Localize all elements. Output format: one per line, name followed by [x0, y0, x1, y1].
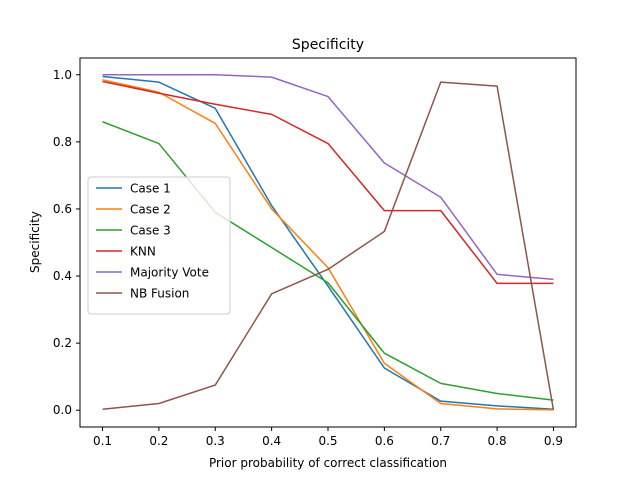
x-tick-label: 0.6	[375, 434, 394, 448]
legend-label-3: KNN	[130, 245, 156, 259]
y-tick-label: 0.6	[53, 202, 72, 216]
y-tick-label: 0.2	[53, 336, 72, 350]
series-line-5	[102, 81, 555, 411]
y-tick-label: 0.8	[53, 135, 72, 149]
y-axis-label: Specificity	[28, 211, 42, 273]
x-tick-label: 0.4	[262, 434, 281, 448]
y-tick-label: 0.0	[53, 403, 72, 417]
legend-box	[87, 176, 231, 315]
x-axis: 0.1 0.2 0.3 0.4 0.5 0.6 0.7 0.8 0.9	[93, 427, 563, 448]
y-tick-label: 1.0	[53, 68, 72, 82]
series-line-0	[102, 75, 554, 410]
chart-title: Specificity	[292, 37, 364, 53]
series-line-1	[102, 79, 554, 411]
x-tick-label: 0.3	[206, 434, 225, 448]
legend-label-1: Case 2	[130, 203, 171, 217]
x-tick-label: 0.5	[318, 434, 337, 448]
legend: Case 1 Case 2 Case 3 KNN Majority Vote NB Fus…	[87, 176, 231, 315]
legend-label-4: Majority Vote	[130, 266, 209, 280]
series-line-3	[102, 80, 554, 285]
y-axis: 0.0 0.2 0.4 0.6 0.8 1.0	[53, 68, 80, 417]
series-line-4	[102, 74, 554, 281]
series-line-2	[102, 121, 554, 401]
series-lines	[102, 74, 555, 411]
y-tick-label: 0.4	[53, 269, 72, 283]
legend-label-5: NB Fusion	[130, 287, 189, 301]
legend-label-2: Case 3	[130, 224, 171, 238]
x-tick-label: 0.2	[149, 434, 168, 448]
x-tick-label: 0.1	[93, 434, 112, 448]
x-axis-label: Prior probability of correct classificat…	[209, 456, 447, 470]
x-tick-label: 0.8	[488, 434, 507, 448]
legend-label-0: Case 1	[130, 182, 171, 196]
x-tick-label: 0.7	[431, 434, 450, 448]
x-tick-label: 0.9	[544, 434, 563, 448]
